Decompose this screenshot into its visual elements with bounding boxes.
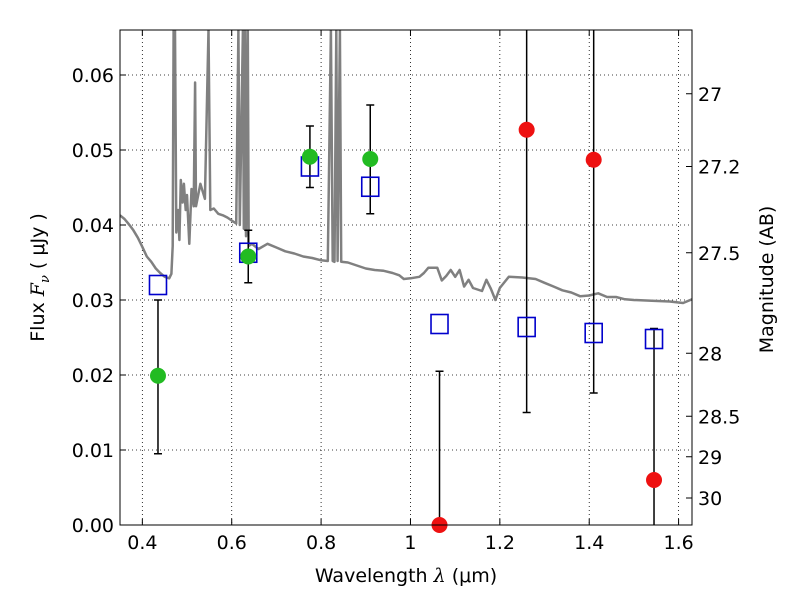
blue-square-point [148,274,168,296]
blue-square-point [430,313,449,335]
x-tick-label: 1 [404,532,416,554]
model-spectrum [120,30,692,305]
model-spectrum-line [120,30,692,305]
data-markers [148,121,664,533]
blue-square-point [644,328,664,350]
red-circle-point [585,151,602,168]
y-tick-label: 0.05 [72,140,114,162]
right-tick-label: 28.5 [698,406,740,428]
right-tick-label: 28 [698,343,722,365]
green-circle-point [240,248,257,265]
green-circle-point [362,151,379,167]
blue-square-point [360,176,380,198]
y-tick-label: 0.06 [72,65,114,87]
y-tick-label: 0.03 [72,290,114,312]
error-bars [153,30,659,525]
red-circle-point [518,121,535,138]
right-axis-title: Magnitude (AB) [756,206,778,354]
x-tick-label: 0.8 [306,532,336,554]
y-tick-label: 0.04 [72,215,114,237]
axis-ticks: 0.4 0.6 0.8 1 1.2 1.4 1.6 0.00 0.01 0.02 0.03 0.04 0… [72,30,740,554]
x-tick-label: 1.2 [485,532,515,554]
y-tick-label: 0.00 [72,515,114,537]
plot-frame [119,29,693,526]
x-tick-label: 0.6 [217,532,247,554]
x-tick-label: 1.6 [663,532,693,554]
green-circle-point [149,367,166,384]
x-tick-label: 0.4 [127,532,157,554]
right-tick-label: 27.5 [698,243,740,265]
y-axis-title: Flux Fν ( μJy ) [27,213,53,342]
green-circle-point [301,148,318,165]
right-tick-label: 29 [698,447,722,469]
right-tick-label: 27.2 [698,157,740,179]
x-tick-label: 1.4 [574,532,604,554]
blue-square-point [584,322,603,344]
y-tick-label: 0.01 [72,440,114,462]
y-tick-label: 0.02 [72,365,114,387]
x-axis-title: Wavelength λ (μm) [315,565,497,587]
red-circle-point [646,472,663,488]
blue-square-point [517,316,536,338]
right-tick-label: 27 [698,84,722,106]
right-tick-label: 30 [698,488,722,510]
